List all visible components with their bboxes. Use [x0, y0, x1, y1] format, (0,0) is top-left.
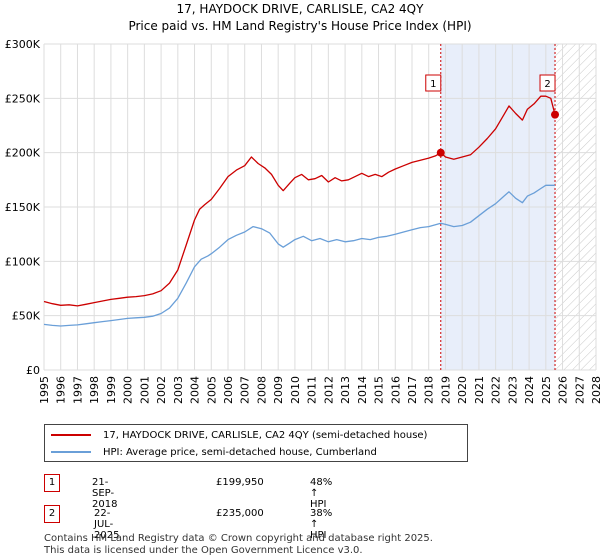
y-tick-label: £50K	[12, 310, 41, 323]
annotation-date-2: 22-JUL-2025	[94, 508, 120, 541]
x-tick-label: 2026	[557, 376, 570, 404]
x-tick-label: 2025	[540, 376, 553, 404]
x-tick-label: 2015	[373, 376, 386, 404]
x-tick-label: 2017	[406, 376, 419, 404]
x-tick-label: 2021	[473, 376, 486, 404]
x-tick-label: 2027	[573, 376, 586, 404]
x-tick-label: 2003	[172, 376, 185, 404]
chart-title: 17, HAYDOCK DRIVE, CARLISLE, CA2 4QY	[176, 2, 424, 16]
x-tick-label: 2028	[590, 376, 600, 404]
footer-licence: This data is licensed under the Open Gov…	[44, 545, 363, 556]
series-line-hpi	[43, 184, 555, 327]
x-tick-label: 2002	[155, 376, 168, 404]
x-tick-label: 2008	[256, 376, 269, 404]
x-tick-label: 2004	[189, 376, 202, 404]
annotation-date-1: 21-SEP-2018	[92, 477, 118, 510]
legend-label-hpi: HPI: Average price, semi-detached house,…	[103, 446, 377, 458]
sale-label-box	[425, 74, 442, 92]
x-tick-label: 2001	[138, 376, 151, 404]
sale-label-text: 1	[430, 79, 436, 90]
sale-label-box	[539, 74, 556, 92]
x-tick-label: 2016	[389, 376, 402, 404]
legend-item-hpi: HPI: Average price, semi-detached house,…	[51, 444, 377, 460]
y-tick-label: £0	[26, 364, 40, 377]
x-tick-label: 2007	[239, 376, 252, 404]
price-chart: 1 2 £0 £50K £100K £150K £200K £250K £300K 1995 19…	[5, 38, 600, 404]
x-tick-label: 1996	[55, 376, 68, 404]
annotation-badge-2: 2	[44, 505, 60, 523]
x-tick-label: 2006	[222, 376, 235, 404]
annotation-hpi-2: 38% ↑ HPI	[310, 508, 333, 541]
footer-copyright: Contains HM Land Registry data © Crown c…	[44, 533, 433, 544]
x-tick-label: 1995	[38, 376, 51, 404]
y-tick-label: £150K	[5, 201, 41, 214]
x-tick-label: 2005	[205, 376, 218, 404]
annotation-badge-1: 1	[44, 474, 60, 492]
x-tick-label: 1998	[88, 376, 101, 404]
x-tick-label: 2019	[440, 376, 453, 404]
annotation-hpi-1: 48% ↑ HPI	[310, 477, 333, 510]
y-tick-label: £200K	[5, 147, 41, 160]
legend-swatch-blue	[51, 451, 91, 453]
x-tick-label: 2009	[272, 376, 285, 404]
x-tick-label: 1999	[105, 376, 118, 404]
x-tick-label: 2022	[490, 376, 503, 404]
y-tick-label: £250K	[5, 92, 41, 105]
y-tick-label: £300K	[5, 38, 41, 51]
chart-subtitle: Price paid vs. HM Land Registry's House …	[128, 19, 472, 33]
x-tick-label: 2013	[339, 376, 352, 404]
legend-item-property: 17, HAYDOCK DRIVE, CARLISLE, CA2 4QY (se…	[51, 427, 427, 443]
legend-label-property: 17, HAYDOCK DRIVE, CARLISLE, CA2 4QY (se…	[103, 429, 428, 441]
x-tick-label: 2011	[306, 376, 319, 404]
x-tick-label: 1997	[72, 376, 85, 404]
sale-point	[436, 148, 445, 157]
annotation-price-2: £235,000	[216, 508, 264, 519]
x-tick-label: 2024	[523, 376, 536, 404]
x-tick-label: 2020	[456, 376, 469, 404]
annotation-price-1: £199,950	[216, 477, 264, 488]
y-tick-label: £100K	[5, 255, 41, 268]
x-tick-label: 2023	[506, 376, 519, 404]
series-line-property	[43, 95, 556, 307]
legend: 17, HAYDOCK DRIVE, CARLISLE, CA2 4QY (se…	[44, 424, 468, 462]
legend-swatch-red	[51, 434, 91, 436]
x-tick-label: 2010	[289, 376, 302, 404]
sale-point	[551, 110, 560, 119]
x-tick-label: 2014	[356, 376, 369, 404]
x-tick-label: 2000	[122, 376, 135, 404]
x-tick-label: 2012	[322, 376, 335, 404]
x-tick-label: 2018	[423, 376, 436, 404]
sale-label-text: 2	[544, 79, 550, 90]
